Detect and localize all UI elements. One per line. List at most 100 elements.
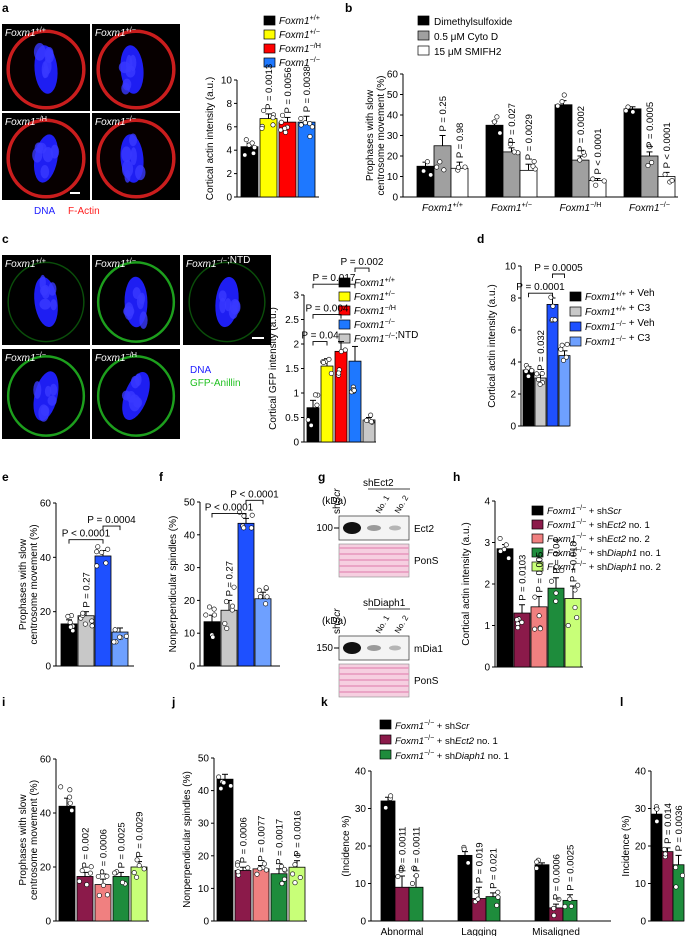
bar-k-0-2	[408, 886, 424, 922]
p-value-label: P < 0.0001	[593, 128, 604, 174]
legend-swatch	[531, 561, 544, 572]
y-tick-label: 0	[392, 193, 398, 204]
data-point	[497, 536, 503, 542]
lane-label: shScr	[332, 488, 343, 514]
significance-bracket	[312, 283, 356, 289]
y-tick-label: 0	[226, 193, 232, 204]
bar-f-1	[220, 609, 238, 667]
data-point	[99, 549, 105, 555]
legend-label: Dimethylsulfoxide	[434, 17, 513, 28]
image-genotype-label: Foxm1−/−;NTD	[186, 255, 250, 270]
chromosome-blob	[50, 299, 57, 311]
data-point	[295, 852, 301, 858]
y-tick-label: 40	[635, 767, 647, 778]
bar-f-3	[254, 598, 272, 667]
bracket-p-label: P = 0.0001	[516, 282, 565, 293]
image-genotype-label: Foxm1+/+	[5, 256, 46, 270]
data-point	[321, 360, 327, 366]
data-point	[242, 152, 248, 158]
legend-label: Foxm1−/− + shScr	[395, 720, 470, 732]
cell-cortex	[188, 261, 266, 343]
legend-swatch	[338, 319, 351, 330]
bar-b-2-0	[554, 104, 573, 198]
data-point	[368, 419, 374, 425]
y-tick-label: 0	[484, 663, 490, 674]
data-point	[556, 896, 562, 902]
stain-gfp-label: GFP-Anillin	[190, 378, 241, 389]
data-point	[278, 119, 284, 125]
data-point	[567, 896, 573, 902]
data-point	[249, 512, 255, 518]
panel-letter-a: a	[2, 1, 9, 15]
chromosome-blob	[121, 390, 131, 401]
data-point	[290, 871, 296, 877]
loading-label: PonS	[414, 556, 439, 567]
data-point	[67, 794, 73, 800]
significance-bracket	[354, 267, 370, 273]
y-tick-label: 10	[221, 76, 233, 87]
chart-b: 0 10 20 30 40 50 60 Prophases with slow centroso…	[365, 70, 678, 214]
y-axis-label: centrosome movement (%)	[376, 75, 387, 195]
data-point	[560, 357, 566, 363]
data-point	[80, 610, 86, 616]
data-point	[563, 354, 569, 360]
chart-j: 0 10 20 30 40 50 Nonperpendicular spindles (%)…	[182, 754, 307, 928]
stain-actin-label: F-Actin	[68, 206, 100, 217]
legend-label: Foxm1+/+	[279, 13, 320, 27]
bar-i-4	[130, 866, 148, 922]
legend-label: Foxm1−/− + Veh	[585, 318, 655, 333]
bar-k-0-0	[380, 800, 396, 922]
data-point	[494, 114, 500, 120]
image-genotype-label: Foxm1+/−	[95, 25, 136, 39]
bar-f-2	[237, 522, 255, 667]
data-point	[221, 780, 227, 786]
lane-label: No. 2	[393, 493, 411, 515]
data-point	[669, 177, 675, 183]
chart-d: 0 2 4 6 8 10 Cortical actin intensity (a.u.) P …	[487, 262, 583, 433]
p-value-label: P = 0.0029	[135, 812, 146, 858]
legend-label: Foxm1+/+ + Veh	[585, 288, 655, 303]
data-point	[398, 867, 404, 873]
bar-j-2	[252, 868, 270, 922]
mw-label: 100	[316, 523, 333, 534]
data-point	[559, 342, 565, 348]
legend-swatch	[379, 734, 392, 745]
blot-band	[389, 525, 401, 531]
y-tick-label: 0	[203, 917, 209, 928]
chromosome-blob	[125, 54, 133, 73]
group-label: Foxm1−/−	[629, 200, 670, 214]
data-point	[649, 159, 655, 165]
data-point	[67, 787, 73, 793]
bar-e-2	[94, 555, 112, 667]
data-point	[572, 605, 578, 611]
data-point	[309, 124, 315, 130]
data-point	[231, 584, 237, 590]
data-point	[298, 115, 304, 121]
y-tick-label: 30	[387, 131, 399, 142]
data-point	[434, 164, 440, 170]
data-point	[534, 371, 540, 377]
legend-swatch	[417, 15, 430, 26]
y-tick-label: 0	[45, 662, 51, 673]
legend-swatch	[531, 505, 544, 516]
data-point	[123, 633, 129, 639]
data-point	[630, 109, 636, 115]
lane-label: No. 2	[393, 613, 411, 635]
bracket-p-label: P = 0.04	[301, 331, 339, 342]
data-point	[248, 525, 254, 531]
legend-swatch	[338, 333, 351, 344]
legend-swatch	[531, 533, 544, 544]
bar-k-0-1	[394, 886, 410, 922]
data-point	[455, 164, 461, 170]
data-point	[224, 625, 230, 631]
p-value-label: P = 0.27	[82, 572, 93, 607]
data-point	[292, 862, 298, 868]
bracket-p-label: P < 0.0001	[205, 502, 254, 513]
legend-swatch	[379, 749, 392, 760]
y-tick-label: 20	[40, 607, 52, 618]
data-point	[553, 590, 559, 596]
western-blot-ect2: (kDa) shEct2 shScr No. 1 No. 2 100 Ect2 PonS	[316, 478, 439, 578]
cell-cortex	[96, 355, 176, 437]
image-genotype-label: Foxm1−/−	[5, 350, 46, 364]
